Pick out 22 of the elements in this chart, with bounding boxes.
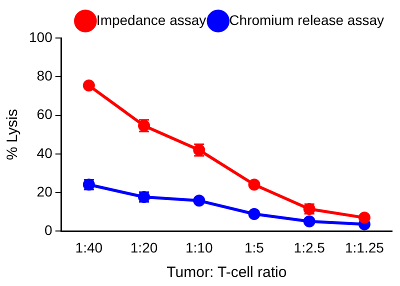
y-tick-label: 0: [44, 222, 53, 238]
point: [303, 215, 316, 228]
x-tick-label: 1:40: [75, 239, 103, 256]
y-tick-label: 40: [36, 144, 53, 161]
point: [358, 212, 370, 224]
legend-label: Impedance assay: [96, 12, 206, 28]
x-tick-label: 1:1.25: [344, 239, 384, 256]
x-tick-label: 1:20: [130, 239, 158, 256]
legend-label: Chromium release assay: [229, 12, 384, 28]
point: [248, 178, 260, 191]
x-tick-label: 1:2.5: [294, 239, 326, 256]
y-axis-title: % Lysis: [4, 109, 22, 160]
x-axis-title: Tumor: T-cell ratio: [166, 264, 287, 282]
y-tick-label: 100: [29, 28, 53, 45]
point: [248, 208, 260, 220]
y-tick-label: 60: [36, 106, 53, 122]
point: [82, 80, 95, 92]
y-tick-label: 80: [36, 68, 53, 84]
y-tick-label: 20: [36, 183, 53, 200]
point: [193, 194, 206, 207]
x-tick-label: 1:10: [186, 239, 213, 256]
x-tick-label: 1:5: [244, 239, 264, 256]
